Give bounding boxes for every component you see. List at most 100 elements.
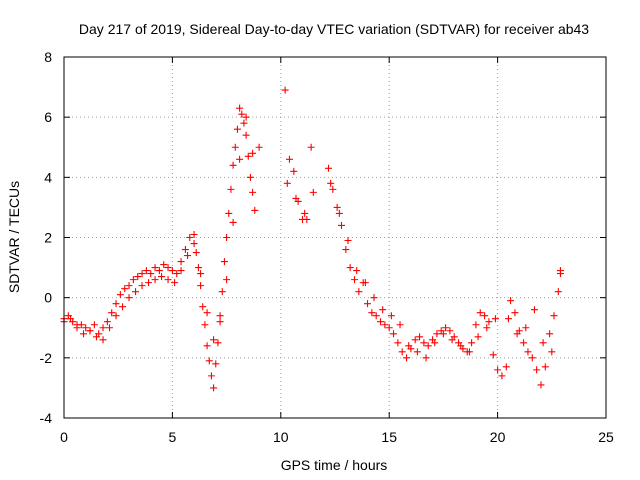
data-point: [184, 252, 192, 260]
y-axis-label: SDTVAR / TECUs: [6, 181, 22, 293]
data-point: [411, 336, 419, 344]
data-point: [465, 348, 473, 356]
data-point: [413, 348, 421, 356]
data-point: [197, 282, 205, 290]
data-point: [210, 384, 218, 392]
data-point: [372, 312, 380, 320]
x-tick-label: 25: [598, 429, 614, 445]
data-point: [379, 306, 387, 314]
data-points: [60, 86, 564, 392]
data-point: [355, 288, 363, 296]
x-tick-label: 10: [273, 429, 289, 445]
data-point: [205, 357, 213, 365]
data-point: [90, 321, 98, 329]
data-point: [507, 297, 515, 305]
chart-title: Day 217 of 2019, Sidereal Day-to-day VTE…: [79, 21, 589, 37]
data-point: [240, 119, 248, 127]
data-point: [134, 273, 142, 281]
data-point: [255, 143, 263, 151]
data-point: [548, 348, 556, 356]
data-point: [472, 321, 480, 329]
data-point: [405, 342, 413, 350]
data-point: [238, 110, 246, 118]
data-point: [290, 167, 298, 175]
data-point: [285, 155, 293, 163]
data-point: [108, 309, 116, 317]
data-point: [403, 354, 411, 362]
data-point: [546, 330, 554, 338]
data-point: [292, 194, 300, 202]
data-point: [491, 315, 499, 323]
data-point: [151, 264, 159, 272]
data-point: [368, 309, 376, 317]
grid-lines: [64, 57, 606, 418]
data-point: [80, 330, 88, 338]
data-point: [244, 152, 252, 160]
data-point: [281, 86, 289, 94]
data-point: [103, 318, 111, 326]
data-point: [498, 372, 506, 380]
data-point: [106, 324, 114, 332]
data-point: [394, 339, 402, 347]
data-point: [181, 246, 189, 254]
x-tick-label: 5: [169, 429, 177, 445]
data-point: [361, 279, 369, 287]
data-point: [192, 249, 200, 257]
data-point: [494, 366, 502, 374]
data-point: [485, 318, 493, 326]
data-point: [203, 309, 211, 317]
data-point: [283, 179, 291, 187]
data-point: [520, 339, 528, 347]
data-point: [125, 282, 133, 290]
data-point: [513, 330, 521, 338]
data-point: [138, 270, 146, 278]
data-point: [398, 348, 406, 356]
data-point: [223, 276, 231, 284]
data-point: [138, 282, 146, 290]
data-point: [112, 300, 120, 308]
data-point: [251, 206, 259, 214]
data-point: [424, 342, 432, 350]
data-point: [171, 279, 179, 287]
axes: 0 5 10 15 20 25 -4 -2 0 2 4 6 8: [40, 49, 614, 445]
data-point: [119, 303, 127, 311]
data-point: [489, 351, 497, 359]
data-point: [457, 342, 465, 350]
data-point: [249, 188, 257, 196]
data-point: [446, 327, 454, 335]
data-point: [528, 354, 536, 362]
data-point: [99, 336, 107, 344]
data-point: [301, 209, 309, 217]
data-point: [186, 234, 194, 241]
data-point: [73, 324, 81, 332]
data-point: [511, 309, 519, 317]
data-point: [155, 267, 163, 275]
data-point: [201, 321, 209, 329]
data-point: [229, 161, 237, 169]
data-point: [129, 276, 137, 284]
data-point: [377, 318, 385, 326]
data-point: [335, 209, 343, 217]
data-point: [214, 339, 222, 347]
data-point: [481, 312, 489, 320]
data-point: [164, 276, 172, 284]
data-point: [112, 312, 120, 320]
data-point: [132, 288, 140, 296]
plot-frame: [63, 56, 607, 419]
data-point: [353, 267, 361, 275]
data-point: [474, 333, 482, 341]
data-point: [370, 294, 378, 302]
data-point: [93, 333, 101, 341]
y-tick-label: -2: [40, 350, 53, 366]
data-point: [121, 285, 129, 293]
y-tick-label: 0: [44, 290, 52, 306]
y-tick-label: 4: [44, 169, 52, 185]
data-point: [220, 258, 228, 266]
data-point: [303, 215, 311, 223]
data-point: [524, 348, 532, 356]
data-point: [197, 270, 205, 278]
data-point: [550, 312, 558, 320]
data-point: [422, 354, 430, 362]
data-point: [229, 218, 237, 226]
